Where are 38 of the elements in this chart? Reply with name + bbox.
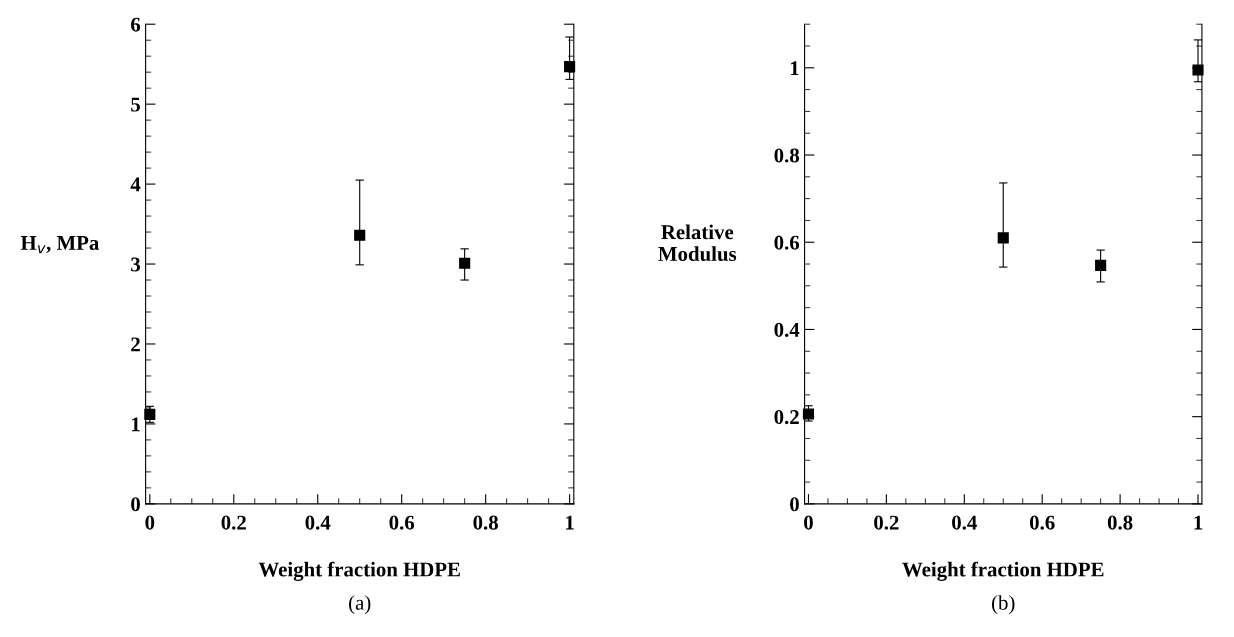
point [1095,259,1107,271]
x-tick-label: 0.8 [1107,515,1133,530]
point [997,232,1009,244]
y-tick-label: 5 [131,97,140,112]
x-tick-label: 0.2 [221,515,246,530]
y-axis-title: Relative Modulus [658,224,737,262]
point [564,61,576,73]
point [354,229,366,241]
y-axis-title: H$_{v}$, MPa [20,236,99,254]
x-tick-label: 0 [804,515,813,530]
x-tick-label: 1 [566,515,574,530]
y-tick-label: 1 [790,61,799,76]
x-tick-label: 0.6 [1029,515,1055,530]
point [1192,64,1204,76]
text: (b) [992,595,1015,615]
y-tick-label: 2 [131,337,140,352]
x-axis-title: Weight fraction HDPE [902,561,1104,581]
y-tick-label: 6 [131,17,141,32]
y-tick-label: 0 [790,497,799,512]
point [459,257,471,269]
y-tick-label: 0.2 [774,410,799,425]
x-tick-label: 0.2 [874,515,899,530]
y-tick-label: 3 [131,257,141,272]
y-tick-label: 4 [130,177,141,192]
y-tick-label: 0 [131,497,140,512]
y-tick-label: 0.8 [774,148,800,163]
y-tick-label: 0.4 [774,322,800,337]
point [802,408,815,420]
x-tick-label: 0 [145,515,155,530]
x-axis-title: Weight fraction HDPE [258,561,460,581]
x-tick-label: 0.4 [305,515,331,530]
y-tick-label: 1 [132,417,140,432]
y-tick-label: 0.6 [774,235,800,250]
x-tick-label: 0.4 [952,515,977,530]
text: (a) [349,595,371,615]
x-tick-label: 0.8 [473,515,498,530]
x-tick-label: 0.6 [389,515,415,530]
x-tick-label: 1 [1194,515,1203,530]
